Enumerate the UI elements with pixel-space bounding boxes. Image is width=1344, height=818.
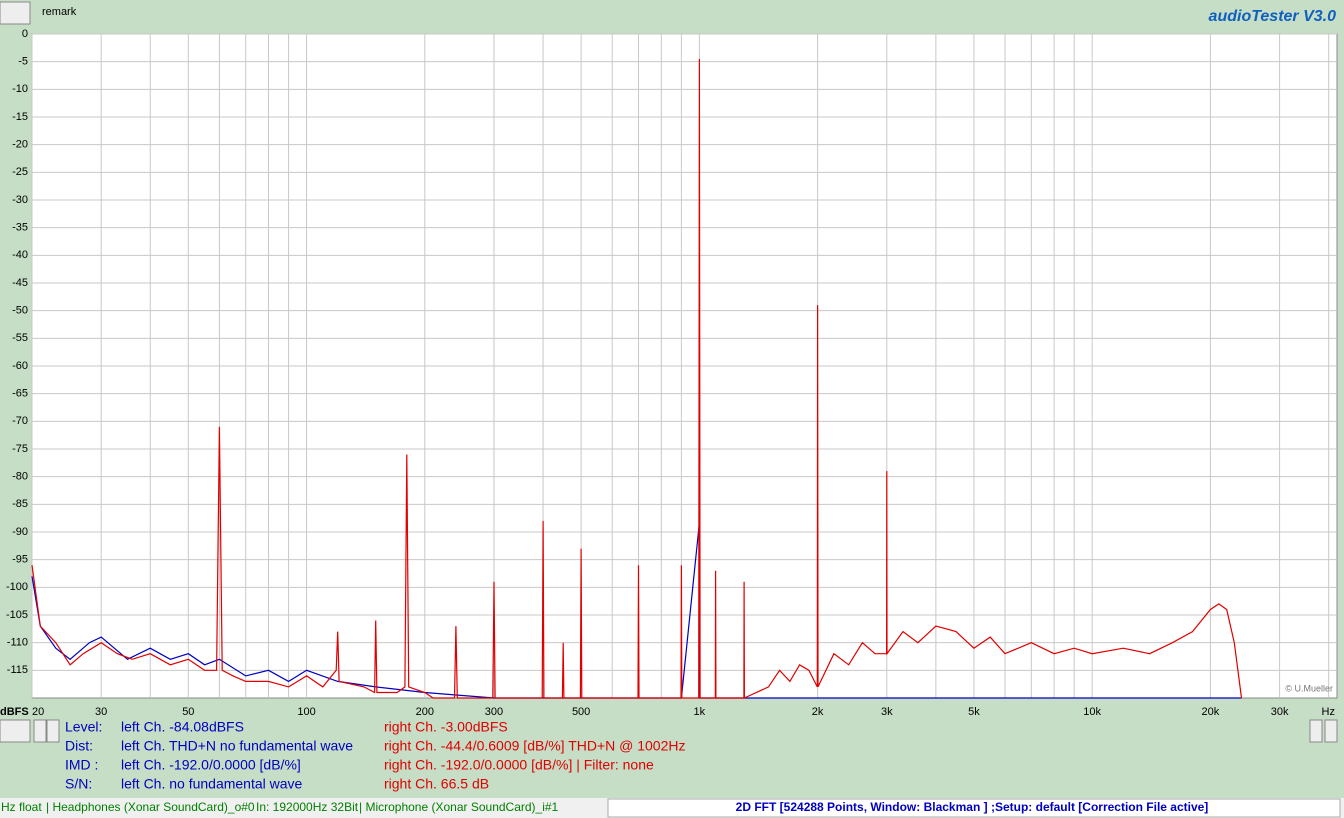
x-tick-label: 200 xyxy=(416,706,434,718)
y-tick-label: -50 xyxy=(12,305,28,317)
y-tick-label: -60 xyxy=(12,360,28,372)
spin-button[interactable] xyxy=(0,1,31,25)
y-tick-label: -95 xyxy=(12,554,28,566)
y-axis-label: dBFS xyxy=(0,706,29,718)
x-tick-label: 100 xyxy=(297,706,315,718)
scroll-left[interactable] xyxy=(33,719,47,743)
readout-left: left Ch. -84.08dBFS xyxy=(121,719,244,735)
remark: remark xyxy=(42,6,77,18)
spin-button[interactable] xyxy=(0,719,31,743)
y-tick-label: -5 xyxy=(18,56,28,68)
readout-label: S/N: xyxy=(65,776,92,792)
scroll-right[interactable] xyxy=(1324,719,1338,743)
x-tick-label: 20k xyxy=(1202,706,1220,718)
status-text: Hz float xyxy=(1,800,42,814)
scroll-left[interactable] xyxy=(1309,719,1323,743)
x-tick-label: 5k xyxy=(968,706,980,718)
x-tick-label: 10k xyxy=(1083,706,1101,718)
x-tick-label: 50 xyxy=(182,706,194,718)
y-tick-label: -115 xyxy=(7,664,28,676)
y-tick-label: -15 xyxy=(12,111,28,123)
readout-right: right Ch. 66.5 dB xyxy=(384,776,489,792)
y-tick-label: 0 xyxy=(22,28,28,40)
x-tick-label: 3k xyxy=(881,706,893,718)
y-tick-label: -45 xyxy=(12,277,28,289)
fft-info: 2D FFT [524288 Points, Window: Blackman … xyxy=(736,800,1209,814)
app-title: audioTester V3.0 xyxy=(1209,8,1337,25)
readout-left: left Ch. no fundamental wave xyxy=(121,776,303,792)
y-tick-label: -10 xyxy=(12,83,28,95)
x-tick-label: 300 xyxy=(485,706,503,718)
x-tick-label: 2k xyxy=(812,706,824,718)
x-axis-label: Hz xyxy=(1322,706,1335,718)
readout-left: left Ch. -192.0/0.0000 [dB/%] xyxy=(121,757,301,773)
y-tick-label: -30 xyxy=(12,194,28,206)
readout-right: right Ch. -44.4/0.6009 [dB/%] THD+N @ 10… xyxy=(384,738,686,754)
readout-label: Level: xyxy=(65,719,102,735)
y-tick-label: -65 xyxy=(12,388,28,400)
readout-right: right Ch. -3.00dBFS xyxy=(384,719,508,735)
x-tick-label: 20 xyxy=(32,706,44,718)
y-tick-label: -85 xyxy=(12,498,28,510)
scroll-right[interactable] xyxy=(46,719,60,743)
x-tick-label: 1k xyxy=(694,706,706,718)
y-tick-label: -105 xyxy=(6,609,28,621)
status-panel xyxy=(607,798,1341,818)
x-tick-label: 500 xyxy=(572,706,590,718)
status-text: | Microphone (Xonar SoundCard)_i#1 xyxy=(359,800,559,814)
y-tick-label: -75 xyxy=(12,443,28,455)
readout-right: right Ch. -192.0/0.0000 [dB/%] | Filter:… xyxy=(384,757,654,773)
y-tick-label: -25 xyxy=(12,166,28,178)
y-tick-label: -40 xyxy=(12,249,28,261)
spectrum-line xyxy=(31,58,1243,699)
readout-label: Dist: xyxy=(65,738,93,754)
y-tick-label: -110 xyxy=(7,637,28,649)
y-tick-label: -100 xyxy=(6,581,28,593)
y-tick-label: -55 xyxy=(12,332,28,344)
status-text: | Headphones (Xonar SoundCard)_o#0 xyxy=(46,800,255,814)
y-tick-label: -90 xyxy=(12,526,28,538)
x-tick-label: 30k xyxy=(1271,706,1289,718)
y-tick-label: -35 xyxy=(12,222,28,234)
readout-left: left Ch. THD+N no fundamental wave xyxy=(121,738,353,754)
status-text: In: 192000Hz 32Bit xyxy=(256,800,359,814)
y-tick-label: -70 xyxy=(12,415,28,427)
y-tick-label: -80 xyxy=(12,471,28,483)
readout-label: IMD : xyxy=(65,757,98,773)
x-tick-label: 30 xyxy=(95,706,107,718)
credit: © U.Mueller xyxy=(1285,683,1333,693)
y-tick-label: -20 xyxy=(12,139,28,151)
